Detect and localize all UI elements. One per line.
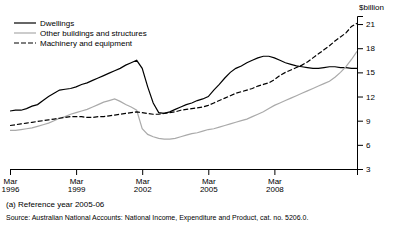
y-tick-mark xyxy=(357,48,363,49)
x-tick-label-line: 1999 xyxy=(68,185,86,194)
x-tick-label-line: Mar xyxy=(202,177,216,186)
chart: Mar1996Mar1999Mar2002Mar2005Mar200836912… xyxy=(0,0,397,227)
y-tick: 18 xyxy=(357,44,375,53)
legend: DwellingsOther buildings and structuresM… xyxy=(14,19,147,48)
x-tick-label: Mar1996 xyxy=(2,177,20,195)
y-axis-label: $billion xyxy=(359,3,384,12)
y-tick-mark xyxy=(357,72,363,73)
y-tick-mark xyxy=(357,97,363,98)
x-tick: Mar1999 xyxy=(68,169,86,194)
x-tick-label-line: Mar xyxy=(268,177,282,186)
x-tick: Mar1996 xyxy=(2,169,20,194)
legend-label: Other buildings and structures xyxy=(40,29,147,38)
y-tick-label: 18 xyxy=(366,44,375,53)
x-tick: Mar2008 xyxy=(266,169,284,194)
y-tick-label: 15 xyxy=(366,68,375,77)
x-tick: Mar2005 xyxy=(200,169,218,194)
legend-label: Machinery and equipment xyxy=(40,39,133,48)
x-tick-label-line: Mar xyxy=(70,177,84,186)
y-tick-mark xyxy=(357,24,363,25)
legend-swatch xyxy=(14,42,36,43)
x-axis-line xyxy=(11,170,358,176)
y-tick: 21 xyxy=(357,20,375,29)
x-tick-mark xyxy=(274,169,275,175)
x-tick-label-line: 2008 xyxy=(266,185,284,194)
x-tick-label: Mar2008 xyxy=(266,177,284,195)
y-tick: 3 xyxy=(357,165,371,174)
x-tick-mark xyxy=(10,169,11,175)
y-tick-label: 3 xyxy=(366,165,371,174)
x-tick-label-line: 2002 xyxy=(134,185,152,194)
y-tick-mark xyxy=(357,145,363,146)
y-tick-label: 6 xyxy=(366,141,371,150)
series-line xyxy=(10,56,357,113)
x-tick-label-line: Mar xyxy=(136,177,150,186)
series-line xyxy=(10,23,357,125)
annotation: (a) Reference year 2005-06 xyxy=(6,200,105,209)
lines xyxy=(10,23,357,139)
x-tick-mark xyxy=(208,169,209,175)
x-tick-label-line: 1996 xyxy=(2,185,20,194)
x-tick: Mar2002 xyxy=(134,169,152,194)
x-tick-mark xyxy=(142,169,143,175)
y-axis: 3 6 9 12 15 18 21 xyxy=(357,17,375,175)
series-line xyxy=(10,51,357,139)
x-tick-label: Mar1999 xyxy=(68,177,86,195)
y-tick: 12 xyxy=(357,93,375,102)
y-tick-mark xyxy=(357,169,363,170)
legend-swatch xyxy=(14,22,36,23)
x-tick-label: Mar2002 xyxy=(134,177,152,195)
annotation: Source: Australian National Accounts: Na… xyxy=(6,214,308,222)
y-tick: 6 xyxy=(357,141,371,150)
y-tick-mark xyxy=(357,121,363,122)
y-axis-line xyxy=(358,17,364,170)
y-tick-label: 9 xyxy=(366,117,371,126)
legend-label: Dwellings xyxy=(40,19,74,28)
x-tick-mark xyxy=(76,169,77,175)
x-tick-label-line: Mar xyxy=(4,177,18,186)
legend-swatch xyxy=(14,32,36,33)
y-tick: 15 xyxy=(357,68,375,77)
x-tick-label-line: 2005 xyxy=(200,185,218,194)
y-tick-label: 21 xyxy=(366,20,375,29)
x-axis: Mar1996Mar1999Mar2002Mar2005Mar2008 xyxy=(2,169,358,194)
y-tick: 9 xyxy=(357,117,371,126)
y-tick-label: 12 xyxy=(366,93,375,102)
x-tick-label: Mar2005 xyxy=(200,177,218,195)
